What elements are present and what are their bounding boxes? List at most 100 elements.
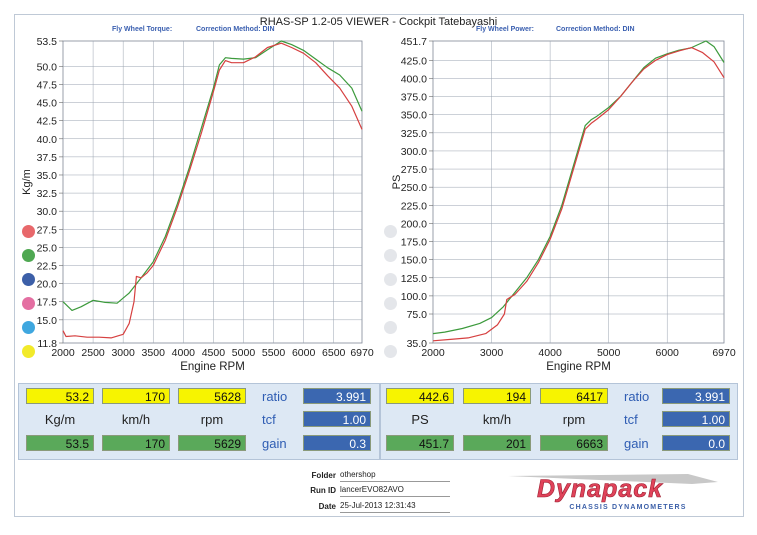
power-ratio-label: ratio bbox=[624, 389, 650, 404]
folder-label: Folder bbox=[311, 471, 336, 480]
date-value: 25-Jul-2013 12:31:43 bbox=[340, 501, 450, 513]
power-y-tick-5: 325.0 bbox=[401, 128, 427, 140]
torque-subtitle: Fly Wheel Torque: bbox=[112, 26, 173, 33]
power-x-tick-5: 6970 bbox=[712, 347, 736, 359]
torque-y-tick-8: 32.5 bbox=[37, 188, 58, 200]
torque-x-tick-7: 5500 bbox=[262, 347, 286, 359]
power-gain-value: 0.0 bbox=[662, 435, 730, 451]
torque-y-tick-10: 27.5 bbox=[37, 224, 58, 236]
power-peak-compare-value: 451.7 bbox=[386, 435, 454, 451]
torque-y-tick-13: 20.0 bbox=[37, 279, 58, 291]
gain-label: gain bbox=[262, 436, 287, 451]
power-unit-label: PS bbox=[411, 412, 429, 427]
torque-x-tick-9: 6500 bbox=[322, 347, 346, 359]
power-x-tick-1: 3000 bbox=[480, 347, 504, 359]
torque-y-tick-5: 40.0 bbox=[37, 134, 58, 146]
torque-x-tick-1: 2500 bbox=[81, 347, 105, 359]
power-y-tick-8: 250.0 bbox=[401, 182, 427, 194]
dynapack-logo: Dynapack CHASSIS DYNAMOMETERS bbox=[508, 474, 718, 511]
power-y-tick-10: 200.0 bbox=[401, 218, 427, 230]
torque-y-tick-11: 25.0 bbox=[37, 242, 58, 254]
tcf-value: 1.00 bbox=[303, 411, 371, 427]
torque-x-tick-4: 4000 bbox=[172, 347, 196, 359]
power-y-tick-0: 451.7 bbox=[401, 36, 427, 48]
power-rpm-value: 6417 bbox=[540, 388, 608, 404]
torque-y-tick-6: 37.5 bbox=[37, 152, 58, 164]
torque-y-tick-4: 42.5 bbox=[37, 116, 58, 128]
torque-y-tick-2: 47.5 bbox=[37, 79, 58, 91]
torque-speed-compare-value: 170 bbox=[102, 435, 170, 451]
run-info-footer bbox=[18, 462, 740, 514]
power-y-tick-6: 300.0 bbox=[401, 146, 427, 158]
power-y-tick-11: 175.0 bbox=[401, 237, 427, 249]
power-x-tick-3: 5000 bbox=[597, 347, 621, 359]
power-series-red-line bbox=[432, 46, 725, 342]
torque-unit-label: Kg/m bbox=[44, 412, 76, 427]
legend-dot-empty-1[interactable] bbox=[384, 225, 397, 238]
legend-dot-3[interactable] bbox=[22, 273, 35, 286]
legend-dot-2[interactable] bbox=[22, 249, 35, 262]
torque-peak-compare-value: 53.5 bbox=[26, 435, 94, 451]
window-title: RHAS-SP 1.2-05 VIEWER - Cockpit Tatebaya… bbox=[259, 16, 498, 28]
torque-x-axis-label: Engine RPM bbox=[180, 361, 245, 373]
run-id-label: Run ID bbox=[310, 486, 336, 495]
power-y-tick-14: 100.0 bbox=[401, 291, 427, 303]
torque-x-tick-0: 2000 bbox=[51, 347, 75, 359]
folder-value: othershop bbox=[340, 470, 450, 482]
power-speed-unit-label: km/h bbox=[482, 412, 512, 427]
legend-dot-1[interactable] bbox=[22, 225, 35, 238]
torque-y-tick-7: 35.0 bbox=[37, 170, 58, 182]
torque-y-tick-9: 30.0 bbox=[37, 206, 58, 218]
power-y-tick-1: 425.0 bbox=[401, 55, 427, 67]
power-y-axis-label: PS bbox=[391, 175, 403, 190]
power-x-axis-label: Engine RPM bbox=[546, 361, 611, 373]
power-chart: 2000 3000 4000 5000 6000 6970 451.7 425.0 400.0 3… bbox=[391, 36, 736, 373]
power-peak-value: 442.6 bbox=[386, 388, 454, 404]
date-label: Date bbox=[318, 502, 336, 511]
legend-dot-empty-3[interactable] bbox=[384, 273, 397, 286]
torque-x-tick-2: 3000 bbox=[111, 347, 135, 359]
torque-y-tick-0: 53.5 bbox=[37, 36, 58, 48]
legend-dot-empty-2[interactable] bbox=[384, 249, 397, 262]
power-plot-area bbox=[432, 40, 725, 344]
power-rpm-unit-label: rpm bbox=[562, 412, 586, 427]
power-speed-compare-value: 201 bbox=[463, 435, 531, 451]
torque-speed-value: 170 bbox=[102, 388, 170, 404]
legend-dot-4[interactable] bbox=[22, 297, 35, 310]
legend-dot-empty-6[interactable] bbox=[384, 345, 397, 358]
torque-x-tick-6: 5000 bbox=[232, 347, 256, 359]
power-x-tick-0: 2000 bbox=[421, 347, 445, 359]
gain-value: 0.3 bbox=[303, 435, 371, 451]
torque-correction: Correction Method: DIN bbox=[196, 26, 275, 33]
power-y-tick-3: 375.0 bbox=[401, 92, 427, 104]
power-ratio-value: 3.991 bbox=[662, 388, 730, 404]
power-x-tick-2: 4000 bbox=[538, 347, 562, 359]
power-y-tick-15: 75.0 bbox=[407, 309, 428, 321]
torque-peak-value: 53.2 bbox=[26, 388, 94, 404]
rpm-unit-label: rpm bbox=[200, 412, 224, 427]
power-y-tick-16: 35.0 bbox=[407, 338, 428, 350]
power-speed-value: 194 bbox=[463, 388, 531, 404]
torque-y-axis-label: Kg/m bbox=[21, 169, 33, 195]
legend-dot-empty-5[interactable] bbox=[384, 321, 397, 334]
torque-series-green-line bbox=[62, 40, 363, 311]
power-y-tick-9: 225.0 bbox=[401, 200, 427, 212]
logo-tagline: CHASSIS DYNAMOMETERS bbox=[569, 504, 686, 511]
legend-dot-empty-4[interactable] bbox=[384, 297, 397, 310]
torque-series-red-line bbox=[62, 42, 363, 339]
torque-y-tick-3: 45.0 bbox=[37, 98, 58, 110]
torque-y-tick-14: 17.5 bbox=[37, 297, 58, 309]
run-id-value: lancerEVO82AVO bbox=[340, 485, 450, 497]
legend-dot-5[interactable] bbox=[22, 321, 35, 334]
power-gain-label: gain bbox=[624, 436, 649, 451]
power-y-tick-2: 400.0 bbox=[401, 73, 427, 85]
torque-rpm-value: 5628 bbox=[178, 388, 246, 404]
ratio-value: 3.991 bbox=[303, 388, 371, 404]
power-subtitle: Fly Wheel Power: bbox=[476, 26, 534, 33]
torque-y-tick-12: 22.5 bbox=[37, 261, 58, 273]
power-series-green-line bbox=[432, 40, 725, 335]
torque-y-tick-16: 11.8 bbox=[37, 338, 57, 350]
legend-dot-6[interactable] bbox=[22, 345, 35, 358]
power-y-tick-12: 150.0 bbox=[401, 255, 427, 267]
torque-x-tick-10: 6970 bbox=[350, 347, 374, 359]
